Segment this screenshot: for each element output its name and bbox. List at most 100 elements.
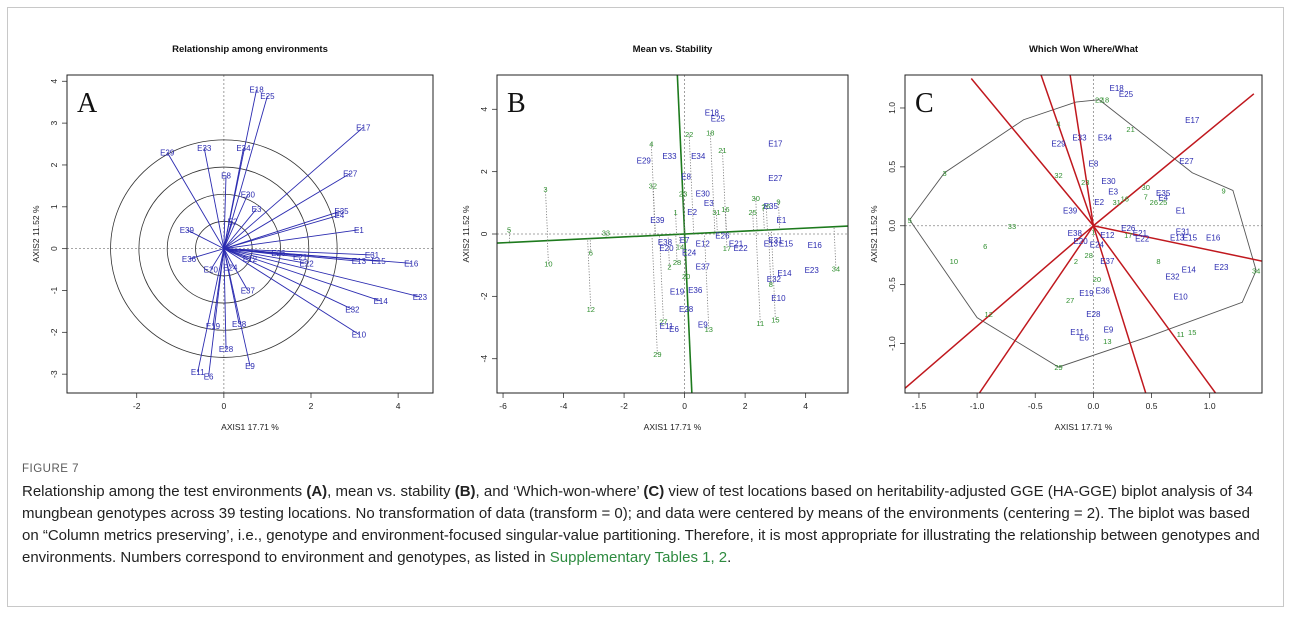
environment-label: E8 [1088, 159, 1098, 168]
genotype-label: 8 [769, 280, 773, 289]
environment-label: E21 [293, 253, 308, 262]
genotype-label: 20 [1093, 275, 1101, 284]
genotype-label: 34 [832, 264, 840, 273]
projection-line [650, 143, 656, 236]
genotype-label: 13 [1103, 337, 1111, 346]
environment-label: E35 [764, 202, 779, 211]
projection-line [679, 234, 681, 247]
genotype-label: 26 [1150, 198, 1158, 207]
environment-label: E16 [404, 259, 419, 268]
environment-label: E32 [1165, 272, 1180, 281]
environment-label: E17 [356, 123, 371, 132]
environment-vector [188, 248, 224, 260]
environment-label: E2 [228, 217, 238, 226]
genotype-label: 27 [659, 317, 667, 326]
projection-line [778, 201, 781, 230]
x-axis-label: AXIS1 17.71 % [221, 422, 279, 432]
environment-vector [223, 126, 364, 249]
projection-line [545, 188, 549, 241]
environment-label: E1 [777, 216, 787, 225]
y-axis-label: AXIS2 11.52 % [461, 205, 471, 262]
environment-vector [223, 221, 233, 249]
x-tick-label: 4 [803, 401, 808, 411]
y-tick-label: 0.0 [887, 220, 897, 232]
environment-label: E20 [1073, 237, 1088, 246]
genotype-label: 4 [649, 140, 653, 149]
environment-label: E9 [1104, 325, 1114, 334]
genotype-label: 22 [685, 130, 693, 139]
projection-line [770, 229, 776, 320]
environment-vector [223, 248, 381, 302]
caption-panel-c: (C) [643, 483, 665, 500]
projection-line [682, 193, 686, 235]
environment-label: E24 [1090, 241, 1105, 250]
environment-label: E24 [223, 263, 238, 272]
environment-label: E31 [768, 236, 783, 245]
environment-label: E27 [768, 174, 783, 183]
projection-line [651, 235, 658, 355]
projection-line [688, 134, 695, 234]
genotype-label: 12 [985, 310, 993, 319]
environment-label: E6 [204, 372, 214, 381]
genotype-label: 9 [776, 197, 780, 206]
x-tick-label: 4 [396, 401, 401, 411]
projection-line [767, 229, 772, 284]
projection-line [752, 212, 754, 231]
genotype-label: 23 [1081, 178, 1089, 187]
genotype-label: 31 [1112, 198, 1120, 207]
y-tick-label: 1.0 [887, 102, 897, 114]
environment-label: E15 [1183, 234, 1198, 243]
environment-label: E27 [1179, 157, 1194, 166]
environment-label: E1 [1176, 206, 1186, 215]
environment-label: E4 [334, 211, 344, 220]
caption-text: Relationship among the test environments [22, 483, 307, 500]
caption-text: , mean vs. stability [327, 483, 455, 500]
supplementary-tables-link[interactable]: Supplementary Tables 1, 2 [549, 549, 728, 566]
genotype-label: 10 [544, 260, 552, 269]
y-tick-label: 3 [49, 120, 59, 125]
environment-label: E36 [182, 255, 197, 264]
y-tick-label: 4 [479, 107, 489, 112]
environment-label: E20 [204, 266, 219, 275]
environment-label: E8 [681, 172, 691, 181]
genotype-label: 13 [705, 325, 713, 334]
genotype-label: 18 [706, 129, 714, 138]
environment-vector [223, 248, 307, 264]
x-tick-label: 0 [221, 401, 226, 411]
environment-label: E12 [243, 255, 258, 264]
caption-text: , and ‘Which-won-where’ [475, 483, 644, 500]
y-tick-label: -2 [479, 292, 489, 300]
projection-line [508, 229, 511, 243]
environment-vector [223, 210, 342, 250]
environment-label: E28 [1086, 310, 1101, 319]
genotype-label: 30 [752, 194, 760, 203]
genotype-label: 27 [1066, 296, 1074, 305]
environment-vector [223, 95, 268, 249]
genotype-label: 26 [762, 202, 770, 211]
genotype-label: 25 [1159, 198, 1167, 207]
environment-label: E14 [374, 297, 389, 306]
environment-label: E14 [1182, 265, 1197, 274]
genotype-label: 28 [1085, 251, 1093, 260]
projection-line [709, 132, 716, 233]
environment-label: E23 [1214, 263, 1229, 272]
projection-line [715, 212, 718, 233]
genotype-label: 5 [507, 225, 511, 234]
environment-vector [223, 248, 360, 335]
environment-label: E3 [704, 199, 714, 208]
environment-vector [208, 248, 225, 377]
genotype-label: 7 [1144, 192, 1148, 201]
projection-line [722, 149, 727, 233]
x-tick-label: 0.0 [1087, 401, 1099, 411]
y-tick-label: -3 [49, 370, 59, 378]
genotype-label: 1 [1091, 228, 1095, 237]
genotype-label: 28 [673, 258, 681, 267]
environment-label: E30 [696, 189, 711, 198]
environment-vector [223, 229, 359, 250]
figure-label: FIGURE 7 [22, 463, 80, 475]
environment-label: E25 [1119, 90, 1134, 99]
y-tick-label: -0.5 [887, 277, 897, 292]
environment-label: E38 [658, 238, 673, 247]
